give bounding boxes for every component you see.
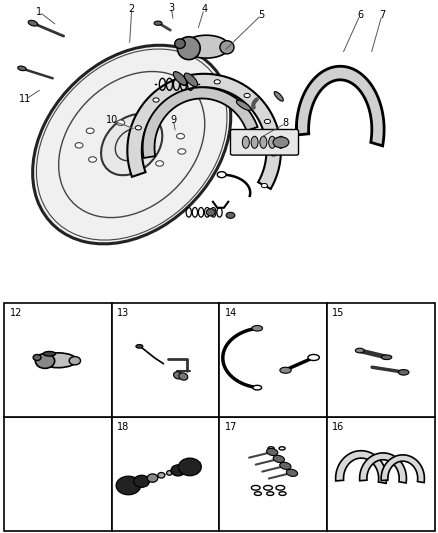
Ellipse shape [398,369,408,375]
Bar [4,417,112,531]
Bar [4,303,112,417]
Ellipse shape [177,149,185,154]
Ellipse shape [274,92,283,101]
Ellipse shape [286,469,297,477]
Text: 10: 10 [106,116,118,125]
Text: 11: 11 [19,94,32,104]
Text: 7: 7 [378,10,384,20]
Ellipse shape [261,183,267,188]
Ellipse shape [355,348,364,353]
Ellipse shape [178,373,187,380]
Ellipse shape [155,161,163,166]
Ellipse shape [154,21,162,25]
Text: 17: 17 [224,422,237,432]
Ellipse shape [173,372,182,379]
Ellipse shape [226,212,234,219]
Text: 12: 12 [10,308,22,318]
Ellipse shape [184,73,197,86]
Bar [326,303,434,417]
Ellipse shape [134,475,149,487]
Text: 5: 5 [258,10,264,20]
Ellipse shape [88,157,96,162]
Ellipse shape [173,71,186,85]
Ellipse shape [181,82,187,85]
Text: 18: 18 [117,422,129,432]
Ellipse shape [43,351,56,356]
Ellipse shape [32,45,230,244]
Text: 2: 2 [128,4,134,14]
Ellipse shape [152,122,160,127]
Ellipse shape [272,137,288,148]
Ellipse shape [171,465,185,476]
Ellipse shape [183,35,229,58]
Ellipse shape [270,152,276,156]
Ellipse shape [147,474,158,482]
Ellipse shape [176,133,184,139]
Polygon shape [359,453,406,483]
Ellipse shape [75,143,83,148]
Bar [326,417,434,531]
Ellipse shape [69,357,81,365]
Polygon shape [296,66,383,146]
Ellipse shape [259,136,266,148]
Ellipse shape [266,448,277,456]
Ellipse shape [252,385,261,390]
Bar [112,303,219,417]
Ellipse shape [279,367,291,373]
Ellipse shape [251,326,262,331]
Bar [112,417,219,531]
Ellipse shape [178,458,201,476]
Ellipse shape [236,100,251,110]
Bar [219,303,326,417]
Ellipse shape [101,114,162,175]
Ellipse shape [214,80,220,84]
Text: 15: 15 [332,308,344,318]
Ellipse shape [152,98,159,102]
Ellipse shape [136,344,143,348]
FancyBboxPatch shape [230,130,298,155]
Ellipse shape [206,209,215,216]
Text: 16: 16 [332,422,344,432]
Polygon shape [127,74,280,189]
Ellipse shape [219,41,233,54]
Bar [219,417,326,531]
Ellipse shape [86,128,94,134]
Text: 9: 9 [170,116,176,125]
Text: 14: 14 [224,308,237,318]
Ellipse shape [251,136,258,148]
Ellipse shape [380,355,391,360]
Ellipse shape [217,172,226,177]
Polygon shape [335,451,385,483]
Ellipse shape [268,136,275,148]
Ellipse shape [117,120,124,125]
Ellipse shape [33,354,41,360]
Ellipse shape [35,353,54,368]
Ellipse shape [166,471,171,475]
Ellipse shape [28,20,38,26]
Polygon shape [380,455,424,482]
Ellipse shape [307,354,318,360]
Ellipse shape [242,136,249,148]
Text: 1: 1 [36,7,42,17]
Ellipse shape [177,37,200,60]
Ellipse shape [18,66,26,71]
Ellipse shape [158,472,165,478]
Text: 6: 6 [356,10,362,20]
Ellipse shape [135,126,141,130]
Ellipse shape [279,462,290,470]
Text: 13: 13 [117,308,129,318]
Polygon shape [142,87,257,158]
Text: 3: 3 [168,3,174,13]
Ellipse shape [40,353,77,368]
Ellipse shape [116,476,140,495]
Text: 4: 4 [201,4,207,14]
Ellipse shape [244,93,250,98]
Ellipse shape [264,119,270,124]
Ellipse shape [277,136,284,148]
Ellipse shape [272,455,284,463]
Text: 8: 8 [282,118,288,128]
Ellipse shape [174,39,185,49]
